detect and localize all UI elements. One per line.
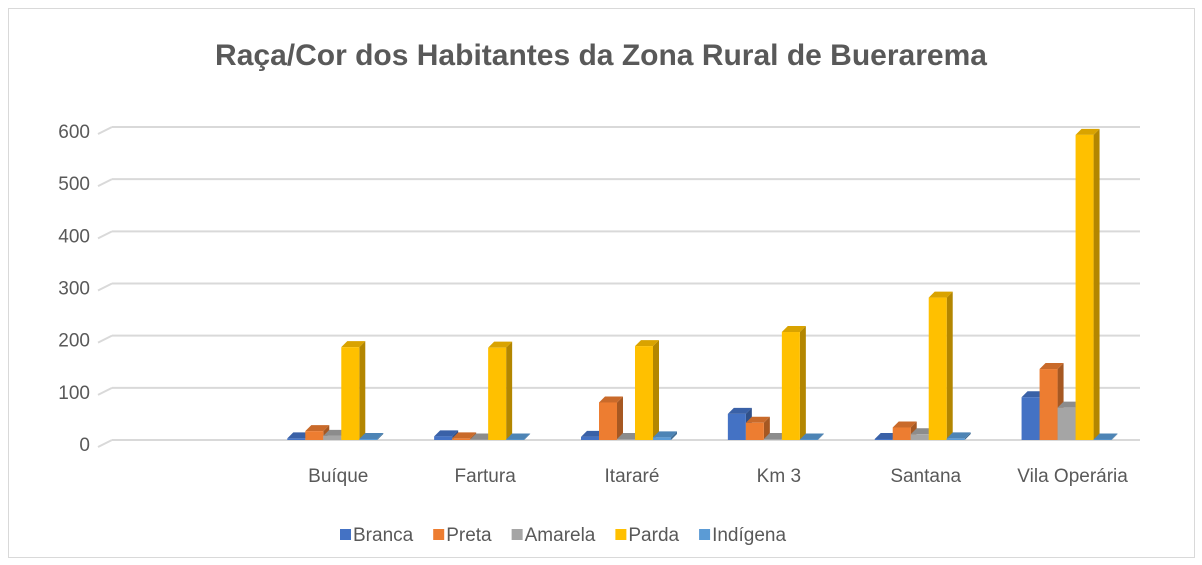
bar (599, 402, 617, 440)
bar-side (671, 431, 677, 440)
y-tick-label: 400 (58, 226, 90, 247)
bar (635, 346, 653, 440)
bar-top (946, 432, 971, 439)
legend-swatch (340, 529, 351, 540)
legend-swatch (433, 529, 445, 540)
x-tick-label: Buíque (308, 466, 368, 487)
y-tick-label: 300 (58, 279, 90, 300)
bar (946, 438, 965, 440)
bar-top (599, 396, 623, 403)
bar (488, 347, 507, 440)
bar (1075, 134, 1094, 440)
chart-title: Raça/Cor dos Habitantes da Zona Rural de… (215, 39, 987, 72)
bar-side (946, 291, 953, 440)
bar-top (434, 430, 459, 437)
bar-top (928, 291, 953, 298)
grid-line-depth (97, 386, 113, 396)
bar-side (359, 341, 366, 440)
bar-side (377, 432, 384, 440)
bar-top (341, 341, 366, 348)
bar-top (488, 341, 513, 348)
bar (745, 422, 764, 440)
bar-top (635, 340, 659, 347)
x-tick-label: Fartura (455, 466, 517, 487)
legend-swatch (615, 529, 627, 540)
grid-line-depth (97, 126, 113, 135)
bar (928, 297, 947, 440)
bar (359, 438, 378, 440)
x-tick-label: Santana (890, 466, 961, 487)
bar (1057, 407, 1076, 440)
bar (799, 439, 818, 440)
bar-top (359, 432, 384, 439)
bar (305, 431, 324, 440)
bar-top (506, 433, 531, 440)
bar (506, 439, 525, 440)
bar-side (506, 341, 513, 440)
bar (781, 332, 800, 440)
legend-swatch (699, 529, 711, 540)
y-tick-label: 600 (58, 122, 90, 143)
y-tick-label: 100 (58, 383, 90, 404)
legend-label: Branca (353, 525, 414, 546)
bar-top (653, 431, 677, 438)
grid-line-depth (97, 178, 113, 188)
bar (434, 436, 453, 440)
bar-side (617, 396, 623, 440)
bar-side (964, 432, 971, 440)
bar (581, 436, 599, 440)
grid-line-depth (97, 334, 113, 344)
grid-line-depth (97, 230, 113, 240)
bar (470, 439, 489, 440)
bar (287, 438, 306, 440)
bar-side (799, 326, 806, 440)
bar (892, 427, 911, 440)
y-tick-label: 200 (58, 331, 90, 352)
bar (874, 438, 893, 440)
bar (653, 437, 671, 440)
grid-line-depth (97, 282, 113, 292)
bar-top (745, 416, 770, 423)
x-tick-label: Km 3 (757, 466, 801, 487)
bar-side (1093, 128, 1100, 440)
legend-label: Indígena (712, 525, 786, 546)
bar-top (305, 425, 330, 432)
bar (323, 435, 342, 440)
bar (1093, 439, 1112, 440)
y-tick-label: 500 (58, 174, 90, 195)
bar-top (892, 421, 917, 428)
bar (452, 438, 471, 440)
bar-top (1075, 128, 1100, 135)
legend-label: Amarela (525, 525, 596, 546)
bar (727, 413, 746, 440)
bar (617, 438, 635, 440)
bar-side (653, 340, 659, 440)
bar-top (727, 407, 752, 414)
x-tick-label: Vila Operária (1017, 466, 1128, 487)
grid-line-depth (97, 439, 113, 448)
bar (341, 347, 360, 440)
bar-top (1093, 433, 1118, 440)
bar (1021, 397, 1040, 440)
y-tick-label: 0 (79, 435, 90, 456)
legend-swatch (511, 529, 523, 540)
bar (1039, 369, 1058, 440)
legend-label: Preta (446, 525, 492, 546)
bar-top (1039, 363, 1064, 370)
bar-top (799, 433, 824, 440)
bar-top (781, 326, 806, 333)
bar (763, 438, 782, 440)
bar-side (1111, 433, 1118, 440)
bar (910, 434, 929, 440)
bar-side (763, 416, 770, 440)
bar-side (524, 433, 531, 440)
bar-top (452, 432, 477, 439)
bar-side (817, 433, 824, 440)
x-tick-label: Itararé (605, 466, 660, 487)
legend-label: Parda (628, 525, 679, 546)
